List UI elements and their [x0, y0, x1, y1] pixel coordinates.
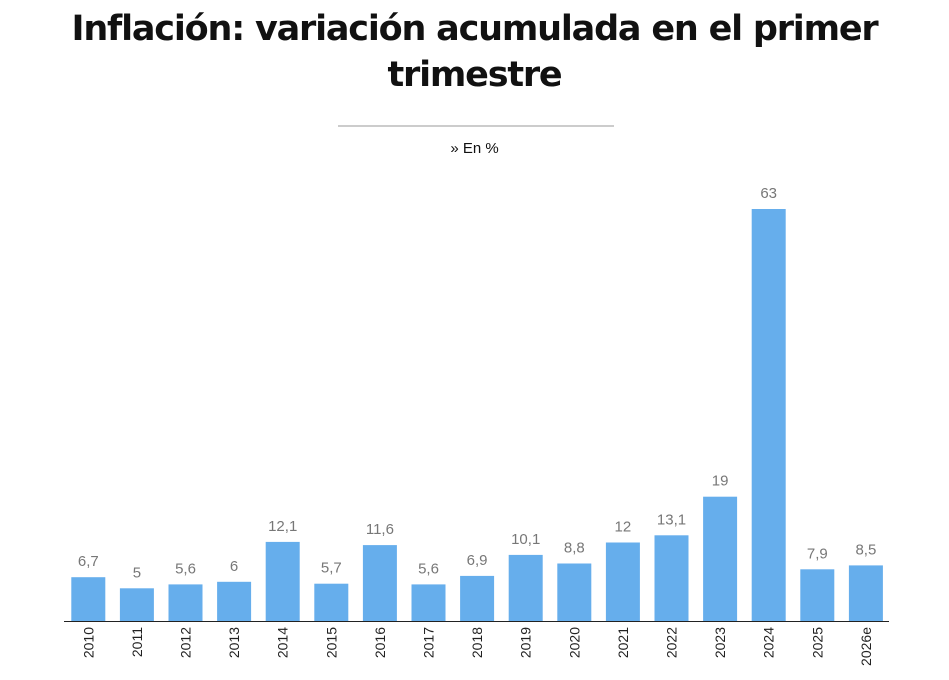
x-tick-label-2017: 2017 — [421, 627, 437, 658]
x-tick-label-2020: 2020 — [566, 627, 582, 658]
bar-2021 — [605, 542, 640, 621]
value-label-2023: 19 — [712, 473, 729, 490]
value-label-2022: 13,1 — [657, 511, 686, 528]
x-tick-label-2014: 2014 — [275, 627, 291, 658]
bar-2020 — [557, 563, 592, 621]
bar-2015 — [314, 583, 349, 621]
bar-2025 — [800, 569, 835, 621]
x-tick-label-2010: 2010 — [80, 627, 96, 658]
bar-2011 — [119, 588, 154, 621]
value-label-2018: 6,9 — [467, 552, 488, 569]
value-label-2013: 6 — [230, 558, 238, 575]
bar-2019 — [508, 554, 543, 621]
chart-subtitle: » En % — [450, 140, 499, 157]
x-tick-label-2018: 2018 — [469, 627, 485, 658]
x-tick-labels-group: 2010 2011 2012 2013 2014 2015 2016 2017 2018 2019… — [80, 627, 874, 666]
x-tick-label-2023: 2023 — [712, 627, 728, 658]
bar-2016 — [362, 545, 397, 621]
value-label-2012: 5,6 — [175, 560, 196, 577]
x-tick-label-2015: 2015 — [323, 627, 339, 658]
bar-2012 — [168, 584, 203, 621]
x-tick-label-2012: 2012 — [178, 627, 194, 658]
value-label-2020: 8,8 — [564, 540, 585, 557]
value-label-2019: 10,1 — [511, 531, 540, 548]
bar-2022 — [654, 535, 689, 621]
x-tick-label-2025: 2025 — [809, 627, 825, 658]
chart-title: Inflación: variación acumulada en el pri… — [71, 9, 879, 95]
title-divider — [338, 125, 614, 127]
bar-2026e — [848, 565, 883, 621]
bar-2013 — [217, 581, 252, 621]
x-tick-label-2019: 2019 — [518, 627, 534, 658]
value-label-2014: 12,1 — [268, 518, 297, 535]
value-label-2026e: 8,5 — [855, 541, 876, 558]
bars-group — [71, 209, 883, 621]
x-tick-label-2013: 2013 — [226, 627, 242, 658]
value-label-2011: 5 — [133, 564, 141, 581]
x-tick-label-2024: 2024 — [761, 627, 777, 658]
value-label-2021: 12 — [615, 519, 632, 536]
value-label-2015: 5,7 — [321, 560, 342, 577]
x-tick-label-2021: 2021 — [615, 627, 631, 658]
x-tick-label-2026e: 2026e — [858, 627, 874, 666]
bar-2010 — [71, 577, 106, 621]
bar-2018 — [460, 575, 495, 621]
bar-2014 — [265, 541, 300, 621]
value-label-2010: 6,7 — [78, 553, 99, 570]
value-label-2025: 7,9 — [807, 545, 828, 562]
bar-2023 — [703, 496, 738, 621]
value-label-2017: 5,6 — [418, 560, 439, 577]
x-tick-label-2016: 2016 — [372, 627, 388, 658]
value-label-2024: 63 — [760, 185, 777, 202]
value-labels-group: 6,7 5 5,6 6 12,1 5,7 11,6 5,6 6,9 10,1 8,8 12 13,1 19… — [78, 185, 876, 581]
bar-2017 — [411, 584, 446, 621]
bar-2024 — [751, 209, 786, 621]
x-tick-label-2011: 2011 — [129, 627, 145, 657]
value-label-2016: 11,6 — [366, 521, 394, 538]
x-tick-label-2022: 2022 — [664, 627, 680, 658]
